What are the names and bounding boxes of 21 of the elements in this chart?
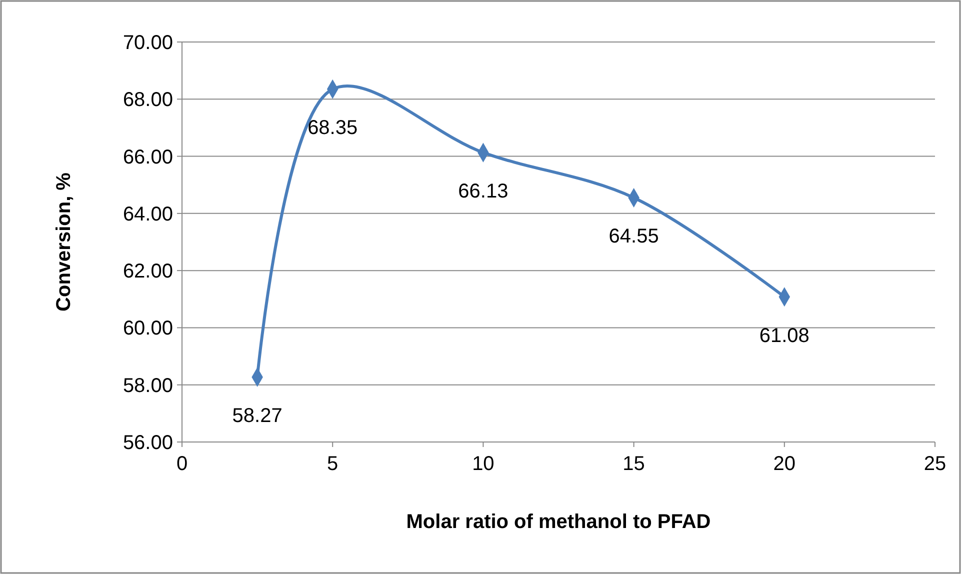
y-tick-label: 56.00 xyxy=(122,432,173,454)
data-label: 61.08 xyxy=(759,324,810,347)
y-tick-label: 68.00 xyxy=(122,89,173,112)
y-tick-label: 64.00 xyxy=(122,203,173,226)
data-label: 68.35 xyxy=(308,117,358,140)
x-axis-title: Molar ratio of methanol to PFAD xyxy=(406,511,711,533)
x-tick-label: 0 xyxy=(176,453,188,475)
x-tick-label: 15 xyxy=(622,453,645,475)
y-axis-title: Conversion, % xyxy=(53,172,75,312)
y-tick-label: 62.00 xyxy=(122,260,173,283)
x-tick-label: 10 xyxy=(472,453,494,475)
y-tick-label: 66.00 xyxy=(122,146,173,168)
y-tick-label: 70.00 xyxy=(122,32,173,54)
y-tick-label: 60.00 xyxy=(122,318,173,340)
data-label: 58.27 xyxy=(232,405,282,428)
y-tick-label: 58.00 xyxy=(122,374,173,397)
x-tick-label: 5 xyxy=(327,453,338,475)
x-tick-label: 25 xyxy=(924,453,946,475)
data-label: 64.55 xyxy=(608,226,659,248)
x-tick-label: 20 xyxy=(773,453,796,475)
data-label: 66.13 xyxy=(458,180,508,203)
